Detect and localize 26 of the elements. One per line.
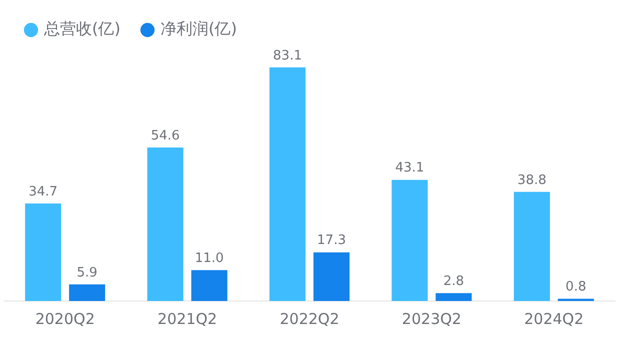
bar [313,252,350,301]
x-tick-label: 2021Q2 [158,310,218,328]
bar [514,192,550,301]
data-label: 5.9 [76,265,98,280]
data-label: 38.8 [517,172,546,188]
data-label: 43.1 [395,160,424,176]
legend-label: 净利润(亿) [160,19,237,38]
x-tick-label: 2024Q2 [524,310,584,328]
bar [147,148,184,301]
legend-label: 总营收(亿) [43,19,120,38]
bar [269,67,306,301]
data-label: 11.0 [194,250,224,266]
x-tick-label: 2022Q2 [280,310,340,328]
data-label: 2.8 [443,274,464,290]
data-label: 34.7 [28,184,58,200]
data-label: 17.3 [317,233,346,248]
bar [69,284,106,301]
bar [392,180,428,301]
bar [25,203,62,301]
bar [191,270,228,301]
bar [436,293,472,301]
x-tick-label: 2020Q2 [35,310,95,328]
data-label: 54.6 [150,128,180,144]
x-tick-label: 2023Q2 [402,310,462,328]
data-label: 0.8 [566,280,586,295]
data-label: 83.1 [273,48,302,64]
